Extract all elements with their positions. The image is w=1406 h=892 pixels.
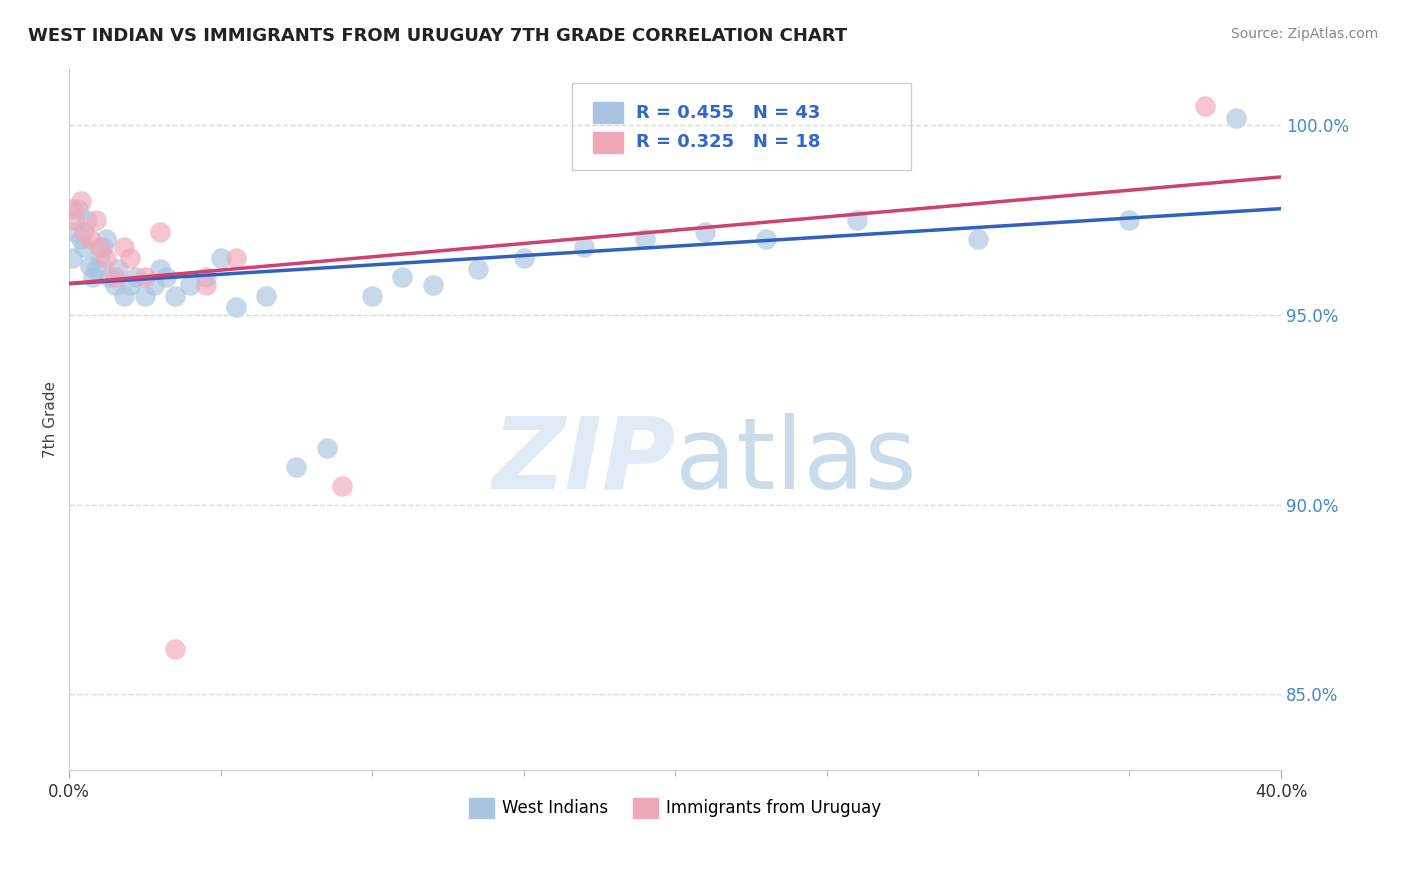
Point (94, 251, 117, 265)
Text: R = 0.455   N = 43: R = 0.455 N = 43 (637, 103, 821, 121)
Point (118, 277, 141, 292)
Point (97, 270, 120, 285)
Point (330, 478, 353, 492)
Point (755, 232, 778, 246)
Point (512, 251, 534, 265)
Point (285, 459, 308, 474)
Point (70, 194, 93, 209)
Point (391, 270, 413, 285)
Point (104, 277, 127, 292)
Point (254, 289, 277, 303)
Point (86, 262, 108, 277)
Point (1225, 111, 1247, 125)
Point (94, 232, 117, 246)
Point (467, 262, 489, 277)
Text: R = 0.325   N = 18: R = 0.325 N = 18 (637, 133, 821, 151)
Point (60, 251, 83, 265)
Point (65, 225, 87, 239)
Point (112, 240, 135, 254)
Point (73, 240, 96, 254)
Point (118, 251, 141, 265)
Point (209, 251, 232, 265)
FancyBboxPatch shape (593, 132, 623, 153)
Text: atlas: atlas (675, 413, 917, 510)
Point (155, 270, 177, 285)
Point (65, 213, 87, 227)
FancyBboxPatch shape (593, 103, 623, 123)
Point (79, 259, 101, 273)
Point (67, 202, 90, 216)
Point (82, 270, 104, 285)
Point (125, 270, 148, 285)
Text: Source: ZipAtlas.com: Source: ZipAtlas.com (1230, 27, 1378, 41)
Point (76, 213, 98, 227)
Y-axis label: 7th Grade: 7th Grade (44, 381, 58, 458)
Point (225, 301, 247, 315)
Point (574, 240, 596, 254)
Point (134, 270, 156, 285)
Point (73, 225, 96, 239)
Point (165, 289, 187, 303)
Point (143, 277, 166, 292)
Point (134, 289, 156, 303)
Point (89, 240, 111, 254)
FancyBboxPatch shape (572, 83, 911, 170)
Point (634, 232, 657, 246)
Point (179, 277, 201, 292)
Point (845, 213, 868, 227)
Point (107, 262, 129, 277)
Text: WEST INDIAN VS IMMIGRANTS FROM URUGUAY 7TH GRADE CORRELATION CHART: WEST INDIAN VS IMMIGRANTS FROM URUGUAY 7… (28, 27, 848, 45)
Point (361, 289, 384, 303)
Point (695, 225, 717, 239)
Text: ZIP: ZIP (492, 413, 675, 510)
Point (149, 262, 172, 277)
Legend: West Indians, Immigrants from Uruguay: West Indians, Immigrants from Uruguay (463, 791, 889, 825)
Point (104, 270, 127, 285)
Point (165, 641, 187, 656)
Point (70, 232, 93, 246)
Point (194, 270, 217, 285)
Point (422, 277, 444, 292)
Point (149, 225, 172, 239)
Point (112, 289, 135, 303)
Point (194, 277, 217, 292)
Point (1118, 213, 1140, 227)
Point (967, 232, 990, 246)
Point (89, 251, 111, 265)
Point (86, 213, 108, 227)
Point (315, 441, 337, 455)
Point (225, 251, 247, 265)
Point (79, 232, 101, 246)
Point (91, 240, 114, 254)
Point (1194, 99, 1216, 113)
Point (60, 202, 83, 216)
